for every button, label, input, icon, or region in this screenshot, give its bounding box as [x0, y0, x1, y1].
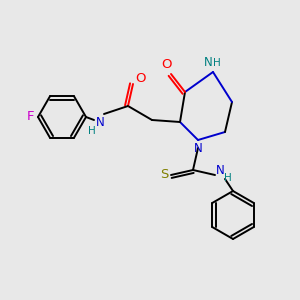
- Text: N: N: [204, 56, 212, 68]
- Text: H: H: [88, 126, 96, 136]
- Text: H: H: [224, 173, 232, 183]
- Text: H: H: [213, 58, 221, 68]
- Text: N: N: [96, 116, 104, 130]
- Text: O: O: [136, 71, 146, 85]
- Text: S: S: [160, 169, 168, 182]
- Text: O: O: [162, 58, 172, 71]
- Text: N: N: [194, 142, 202, 155]
- Text: N: N: [216, 164, 224, 178]
- Text: F: F: [26, 110, 34, 124]
